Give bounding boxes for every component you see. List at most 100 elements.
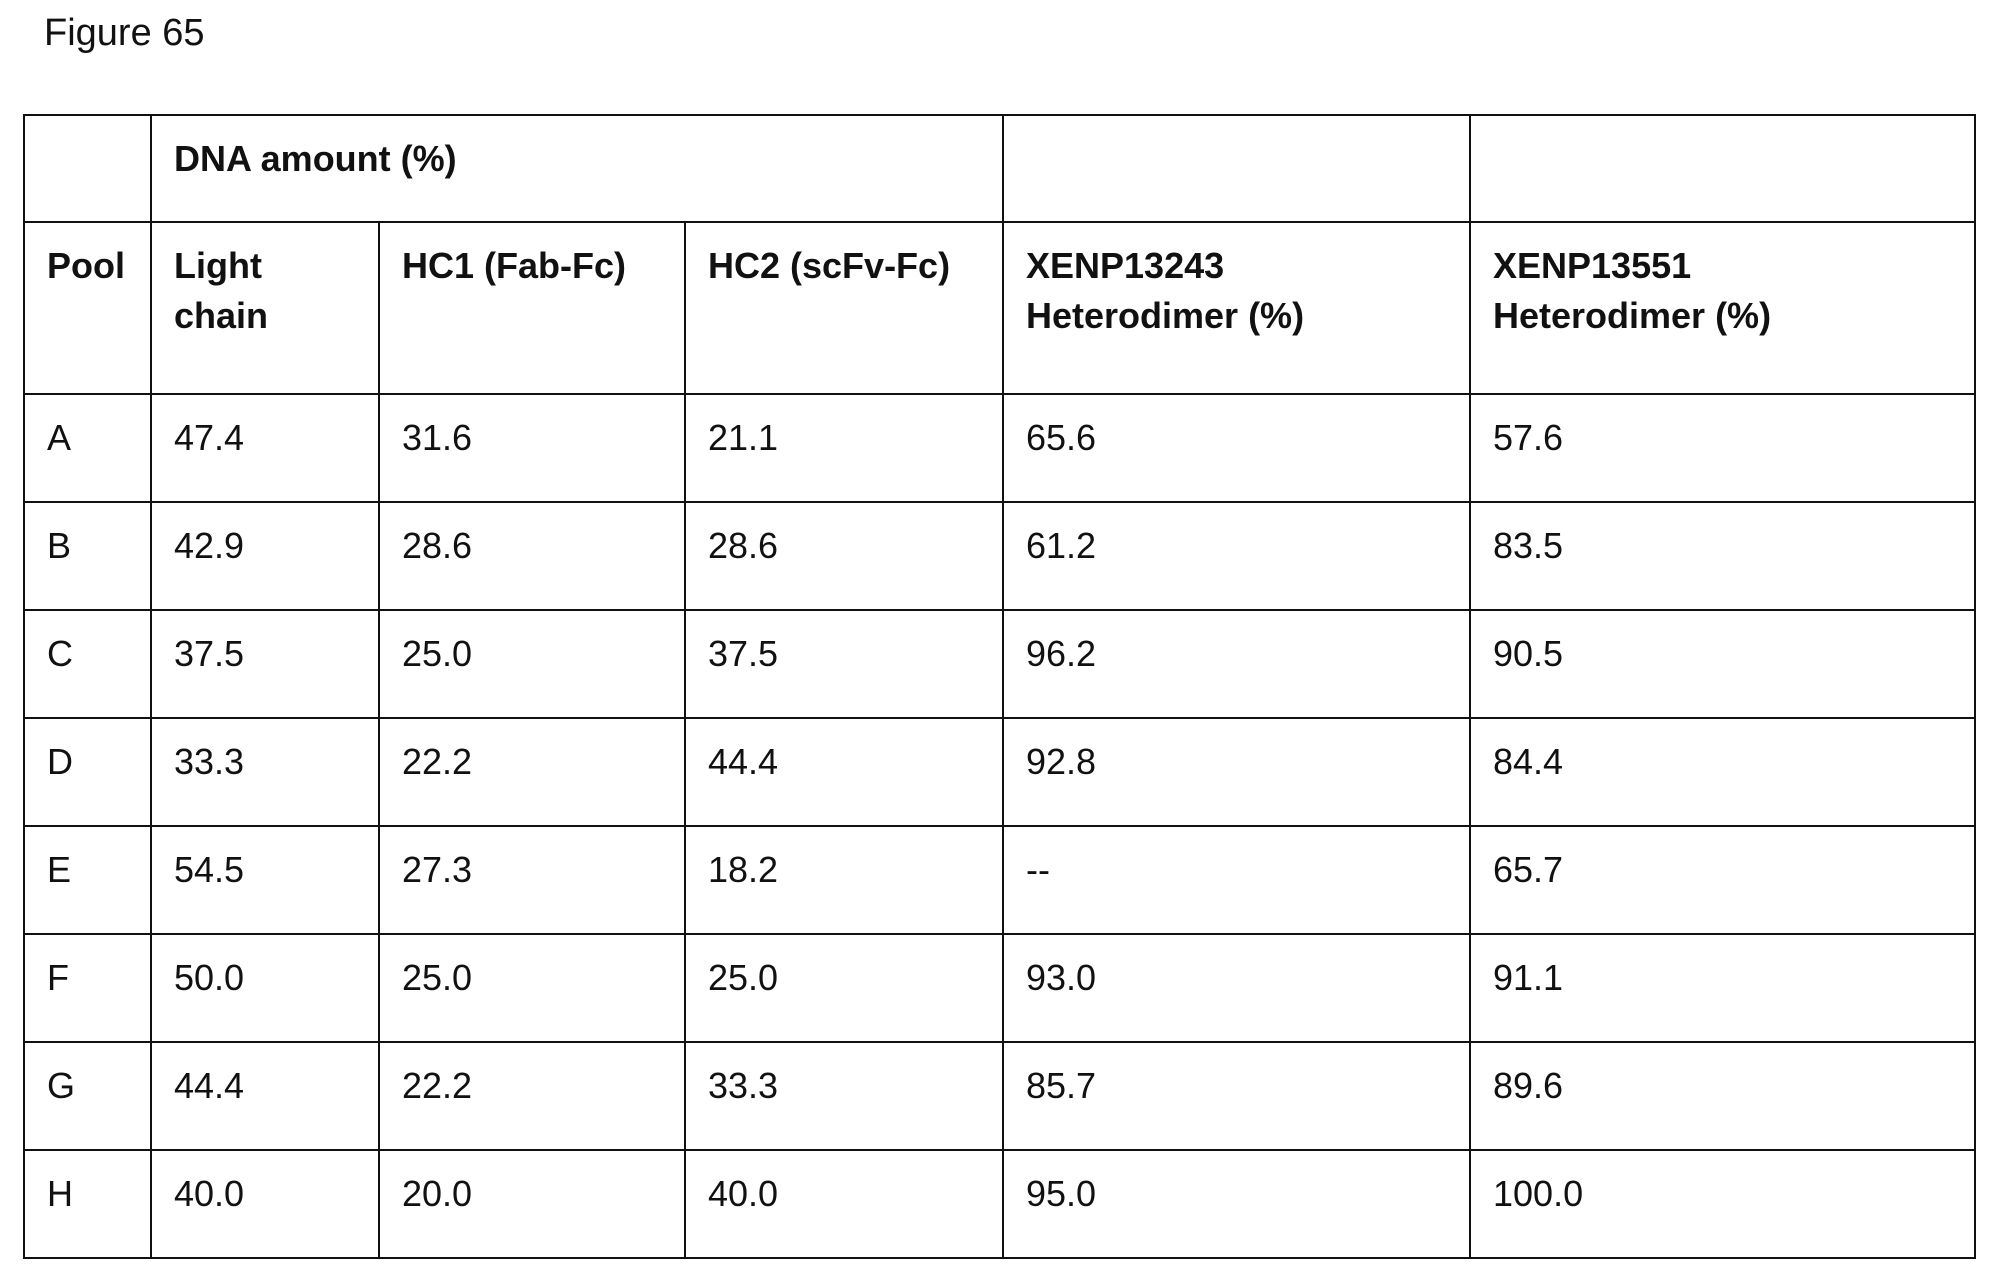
data-cell-text: B xyxy=(47,525,71,566)
data-cell-text: 85.7 xyxy=(1026,1065,1096,1106)
data-cell: 44.4 xyxy=(151,1042,379,1150)
data-cell-text: 44.4 xyxy=(174,1065,244,1106)
data-cell-text: 89.6 xyxy=(1493,1065,1563,1106)
group-header-cell xyxy=(1470,115,1975,222)
data-cell: 37.5 xyxy=(151,610,379,718)
data-cell-text: 91.1 xyxy=(1493,957,1563,998)
data-cell-text: 25.0 xyxy=(402,633,472,674)
data-cell-text: 92.8 xyxy=(1026,741,1096,782)
header-cell-text: Light chain xyxy=(174,241,274,342)
data-cell: 25.0 xyxy=(379,934,685,1042)
data-cell: 22.2 xyxy=(379,718,685,826)
data-cell: 37.5 xyxy=(685,610,1003,718)
data-cell-text: 20.0 xyxy=(402,1173,472,1214)
data-cell: 91.1 xyxy=(1470,934,1975,1042)
data-cell-text: 37.5 xyxy=(708,633,778,674)
data-cell: H xyxy=(24,1150,151,1258)
data-cell: 90.5 xyxy=(1470,610,1975,718)
header-cell: XENP13551 Heterodimer (%) xyxy=(1470,222,1975,394)
data-cell: E xyxy=(24,826,151,934)
data-cell: 18.2 xyxy=(685,826,1003,934)
data-cell-text: 28.6 xyxy=(402,525,472,566)
data-cell-text: 90.5 xyxy=(1493,633,1563,674)
data-cell: 84.4 xyxy=(1470,718,1975,826)
group-header-cell xyxy=(24,115,151,222)
data-cell: 65.6 xyxy=(1003,394,1470,502)
data-cell: C xyxy=(24,610,151,718)
data-cell: D xyxy=(24,718,151,826)
data-cell-text: 61.2 xyxy=(1026,525,1096,566)
header-cell-text: XENP13551 Heterodimer (%) xyxy=(1493,241,1823,342)
data-cell-text: 21.1 xyxy=(708,417,778,458)
data-cell-text: 65.6 xyxy=(1026,417,1096,458)
header-cell: HC1 (Fab-Fc) xyxy=(379,222,685,394)
data-cell-text: 27.3 xyxy=(402,849,472,890)
data-cell: 57.6 xyxy=(1470,394,1975,502)
data-cell-text: -- xyxy=(1026,849,1050,890)
header-cell-text: HC1 (Fab-Fc) xyxy=(402,245,626,286)
data-cell-text: 40.0 xyxy=(708,1173,778,1214)
data-cell: 44.4 xyxy=(685,718,1003,826)
data-cell-text: 93.0 xyxy=(1026,957,1096,998)
data-cell-text: 22.2 xyxy=(402,741,472,782)
data-cell: 42.9 xyxy=(151,502,379,610)
data-cell-text: C xyxy=(47,633,73,674)
data-cell: 40.0 xyxy=(151,1150,379,1258)
data-row: A47.4 31.6 21.1 65.6 57.6 xyxy=(24,394,1975,502)
header-cell: HC2 (scFv-Fc) xyxy=(685,222,1003,394)
data-cell-text: 18.2 xyxy=(708,849,778,890)
data-cell: B xyxy=(24,502,151,610)
header-cell: Pool xyxy=(24,222,151,394)
data-cell: -- xyxy=(1003,826,1470,934)
data-cell-text: 65.7 xyxy=(1493,849,1563,890)
data-cell: 25.0 xyxy=(685,934,1003,1042)
data-cell-text: 50.0 xyxy=(174,957,244,998)
data-cell: 27.3 xyxy=(379,826,685,934)
data-cell: G xyxy=(24,1042,151,1150)
data-cell-text: 95.0 xyxy=(1026,1173,1096,1214)
data-cell: 83.5 xyxy=(1470,502,1975,610)
data-cell-text: 31.6 xyxy=(402,417,472,458)
data-cell-text: 57.6 xyxy=(1493,417,1563,458)
data-cell-text: G xyxy=(47,1065,75,1106)
data-cell: 50.0 xyxy=(151,934,379,1042)
data-cell: 21.1 xyxy=(685,394,1003,502)
header-cell: Light chain xyxy=(151,222,379,394)
data-cell: 20.0 xyxy=(379,1150,685,1258)
header-cell: XENP13243 Heterodimer (%) xyxy=(1003,222,1470,394)
data-cell-text: 37.5 xyxy=(174,633,244,674)
data-cell-text: 83.5 xyxy=(1493,525,1563,566)
data-cell-text: 40.0 xyxy=(174,1173,244,1214)
data-cell: 100.0 xyxy=(1470,1150,1975,1258)
data-cell: 31.6 xyxy=(379,394,685,502)
data-cell-text: F xyxy=(47,957,69,998)
header-row: Pool Light chain HC1 (Fab-Fc) HC2 (scFv-Fc)… xyxy=(24,222,1975,394)
data-cell-text: 54.5 xyxy=(174,849,244,890)
data-cell: 33.3 xyxy=(151,718,379,826)
data-cell-text: 25.0 xyxy=(402,957,472,998)
data-cell-text: 22.2 xyxy=(402,1065,472,1106)
data-row: C 37.5 25.0 37.5 96.2 90.5 xyxy=(24,610,1975,718)
page: Figure 65 DNA amount (%)PoolLight chainH… xyxy=(0,0,1995,1281)
data-cell-text: 42.9 xyxy=(174,525,244,566)
data-row: E 54.5 27.3 18.2 -- 65.7 xyxy=(24,826,1975,934)
data-cell: F xyxy=(24,934,151,1042)
group-header-cell-text: DNA amount (%) xyxy=(174,138,457,179)
data-cell: 54.5 xyxy=(151,826,379,934)
data-cell-text: E xyxy=(47,849,71,890)
data-cell: 85.7 xyxy=(1003,1042,1470,1150)
data-cell: 40.0 xyxy=(685,1150,1003,1258)
data-cell: 28.6 xyxy=(685,502,1003,610)
data-cell-text: 33.3 xyxy=(708,1065,778,1106)
data-cell-text: 96.2 xyxy=(1026,633,1096,674)
data-cell: 93.0 xyxy=(1003,934,1470,1042)
data-cell-text: 100.0 xyxy=(1493,1173,1583,1214)
group-header-row: DNA amount (%) xyxy=(24,115,1975,222)
header-cell-text: HC2 (scFv-Fc) xyxy=(708,245,950,286)
data-cell: 47.4 xyxy=(151,394,379,502)
data-cell: 22.2 xyxy=(379,1042,685,1150)
data-cell: A xyxy=(24,394,151,502)
data-cell-text: 44.4 xyxy=(708,741,778,782)
header-cell-text: Pool xyxy=(47,245,125,286)
data-cell-text: H xyxy=(47,1173,73,1214)
